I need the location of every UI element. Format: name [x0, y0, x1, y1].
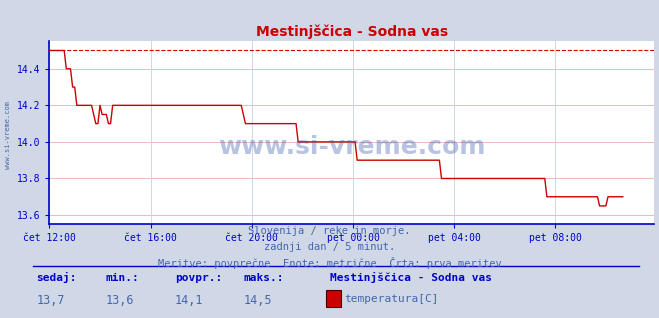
Title: Mestinjščica - Sodna vas: Mestinjščica - Sodna vas [256, 24, 448, 39]
Text: min.:: min.: [105, 273, 139, 283]
Text: maks.:: maks.: [244, 273, 284, 283]
Text: Mestinjščica - Sodna vas: Mestinjščica - Sodna vas [330, 273, 492, 283]
Text: Meritve: povprečne  Enote: metrične  Črta: prva meritev: Meritve: povprečne Enote: metrične Črta:… [158, 257, 501, 269]
Text: www.si-vreme.com: www.si-vreme.com [218, 135, 486, 159]
Text: 14,1: 14,1 [175, 294, 203, 307]
Text: 14,5: 14,5 [244, 294, 272, 307]
Text: temperatura[C]: temperatura[C] [345, 294, 439, 304]
Text: 13,6: 13,6 [105, 294, 134, 307]
Text: 13,7: 13,7 [36, 294, 65, 307]
Text: zadnji dan / 5 minut.: zadnji dan / 5 minut. [264, 242, 395, 252]
Text: Slovenija / reke in morje.: Slovenija / reke in morje. [248, 226, 411, 236]
Text: povpr.:: povpr.: [175, 273, 222, 283]
Text: sedaj:: sedaj: [36, 273, 76, 283]
Text: www.si-vreme.com: www.si-vreme.com [5, 101, 11, 169]
